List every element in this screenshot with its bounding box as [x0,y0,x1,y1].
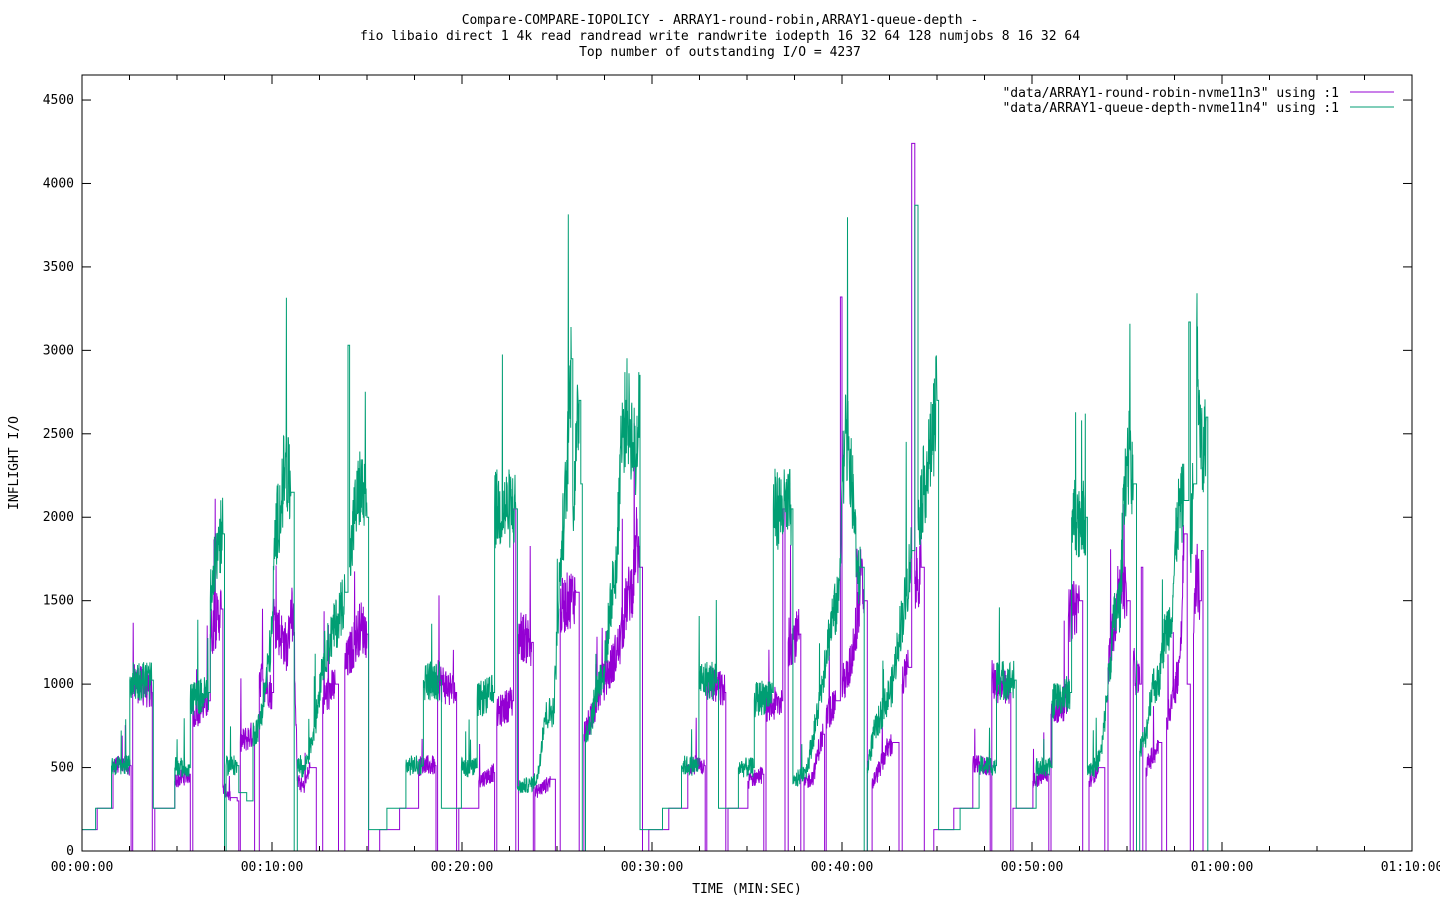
x-tick-label: 00:10:00 [241,860,304,875]
y-tick-label: 3500 [43,260,74,275]
x-tick-label: 00:20:00 [431,860,494,875]
plot-frame [81,74,1413,852]
y-tick-label: 1000 [43,677,74,692]
chart-title-line-3: Top number of outstanding I/O = 4237 [579,45,861,60]
y-tick-label: 1500 [43,594,74,609]
y-tick-label: 3000 [43,343,74,358]
x-tick-label: 00:50:00 [1001,860,1064,875]
y-tick-label: 2500 [43,427,74,442]
series-line-1 [82,142,1204,852]
y-axis-label: INFLIGHT I/O [7,416,22,510]
y-tick-label: 4500 [43,93,74,108]
y-tick-label: 4000 [43,176,74,191]
ticks-layer: 0 500 1000 1500 2000 2500 3000 3500 4000 4500 00:0… [43,75,1440,875]
x-tick-label: 01:10:00 [1381,860,1440,875]
legend-entry-label: "data/ARRAY1-queue-depth-nvme11n4" using… [1002,101,1339,116]
x-tick-label: 00:40:00 [811,860,874,875]
y-tick-label: 2000 [43,510,74,525]
x-tick-label: 01:00:00 [1191,860,1254,875]
x-axis-label: TIME (MIN:SEC) [692,882,802,897]
x-tick-label: 00:00:00 [51,860,114,875]
chart-title-line-1: Compare-COMPARE-IOPOLICY - ARRAY1-round-… [461,13,979,28]
x-tick-label: 00:30:00 [621,860,684,875]
y-tick-label: 500 [51,761,74,776]
legend: "data/ARRAY1-round-robin-nvme11n3" using… [1002,86,1394,116]
y-tick-label: 0 [66,844,74,859]
series-layer [82,142,1209,852]
chart-title-line-2: fio libaio direct 1 4k read randread wri… [359,29,1081,44]
legend-entry-label: "data/ARRAY1-round-robin-nvme11n3" using… [1002,86,1339,101]
series-line-2 [82,204,1209,852]
